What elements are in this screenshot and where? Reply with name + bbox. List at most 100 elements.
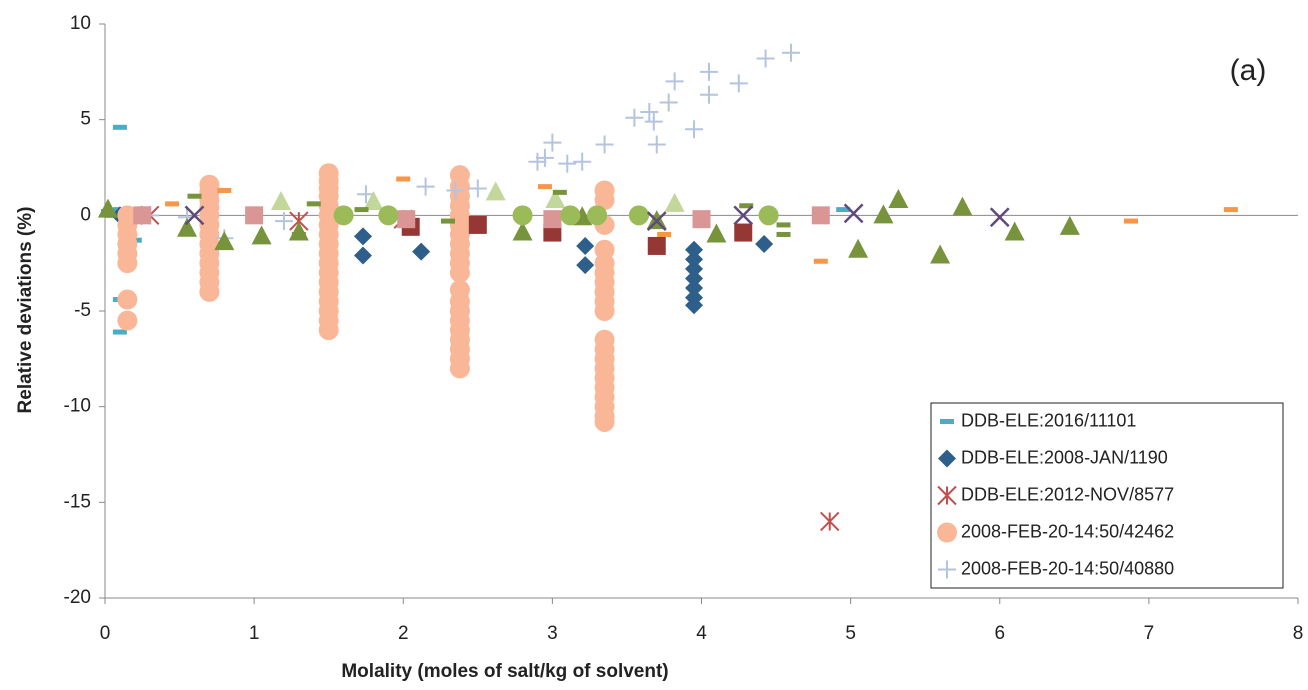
legend-label: DDB-ELE:2016/11101 <box>961 410 1136 430</box>
point <box>820 511 840 532</box>
point <box>468 215 487 234</box>
point <box>646 211 667 231</box>
series <box>270 181 685 212</box>
point <box>576 236 595 255</box>
point <box>353 246 372 265</box>
legend-marker <box>940 419 954 424</box>
point <box>133 206 152 225</box>
point <box>318 320 339 341</box>
legend-label: DDB-ELE:2008-JAN/1190 <box>961 447 1168 467</box>
x-tick-label: 4 <box>696 623 707 644</box>
point <box>699 62 718 81</box>
point <box>685 250 704 269</box>
point <box>528 152 547 171</box>
point <box>659 93 678 112</box>
point <box>353 227 372 246</box>
legend-marker <box>937 485 957 506</box>
legend-label: 2008-FEB-20-14:50/42462 <box>961 521 1174 541</box>
legend-marker <box>938 560 956 579</box>
x-tick-label: 6 <box>994 623 1005 644</box>
point <box>685 259 704 278</box>
point <box>552 189 567 195</box>
point <box>573 152 592 171</box>
point <box>1004 221 1025 241</box>
point <box>363 190 384 210</box>
point <box>545 189 566 209</box>
point <box>628 205 649 226</box>
x-tick-label: 5 <box>845 623 856 644</box>
legend: DDB-ELE:2016/11101 DDB-ELE:2008-JAN/1190 D… <box>930 402 1284 589</box>
point <box>576 256 595 275</box>
series <box>184 203 1010 231</box>
point <box>117 253 138 274</box>
series <box>117 163 615 432</box>
series <box>333 205 779 226</box>
point <box>440 218 455 224</box>
point <box>354 207 369 213</box>
point <box>245 206 264 225</box>
point <box>733 205 754 226</box>
point <box>543 210 562 229</box>
series <box>165 176 1238 264</box>
legend-marker <box>938 449 956 468</box>
point <box>594 411 615 432</box>
y-tick-label: 5 <box>80 109 91 130</box>
point <box>214 231 235 251</box>
point <box>888 189 909 209</box>
point <box>699 85 718 104</box>
point <box>989 207 1010 228</box>
point <box>112 329 127 335</box>
point <box>165 201 180 207</box>
y-tick-label: 0 <box>80 204 91 225</box>
point <box>647 135 666 154</box>
x-tick-label: 2 <box>398 623 409 644</box>
point <box>706 223 727 243</box>
point <box>685 296 704 315</box>
point <box>756 49 775 68</box>
point <box>625 108 644 127</box>
point <box>112 124 127 130</box>
point <box>1059 215 1080 235</box>
point <box>664 192 685 212</box>
x-tick-label: 8 <box>1293 623 1304 644</box>
point <box>288 221 309 241</box>
point <box>512 205 533 226</box>
point <box>416 177 435 196</box>
y-tick-label: -10 <box>64 396 91 417</box>
point <box>217 187 232 193</box>
point <box>274 212 293 231</box>
point <box>811 206 830 225</box>
point <box>543 133 562 152</box>
point <box>644 112 663 131</box>
point <box>685 269 704 288</box>
series <box>140 43 800 248</box>
point <box>587 205 608 226</box>
point <box>97 198 118 218</box>
point <box>640 103 659 122</box>
point <box>199 281 220 302</box>
y-tick-label: -15 <box>64 491 91 512</box>
point <box>594 190 615 211</box>
point <box>512 221 533 241</box>
y-tick-label: -5 <box>74 300 91 321</box>
point <box>595 135 614 154</box>
point <box>397 210 416 229</box>
point <box>446 181 465 200</box>
point <box>396 176 411 182</box>
point <box>537 184 552 190</box>
point <box>560 205 581 226</box>
point <box>843 203 864 224</box>
point <box>187 193 202 199</box>
point <box>412 242 431 261</box>
series <box>133 206 830 229</box>
point <box>758 205 779 226</box>
point <box>117 289 138 310</box>
legend-marker <box>937 522 957 543</box>
annotation: (a) <box>1230 54 1267 87</box>
point <box>776 222 791 228</box>
point <box>251 225 272 245</box>
point <box>270 190 291 210</box>
point <box>692 210 711 229</box>
series <box>140 205 840 532</box>
point <box>647 236 666 255</box>
